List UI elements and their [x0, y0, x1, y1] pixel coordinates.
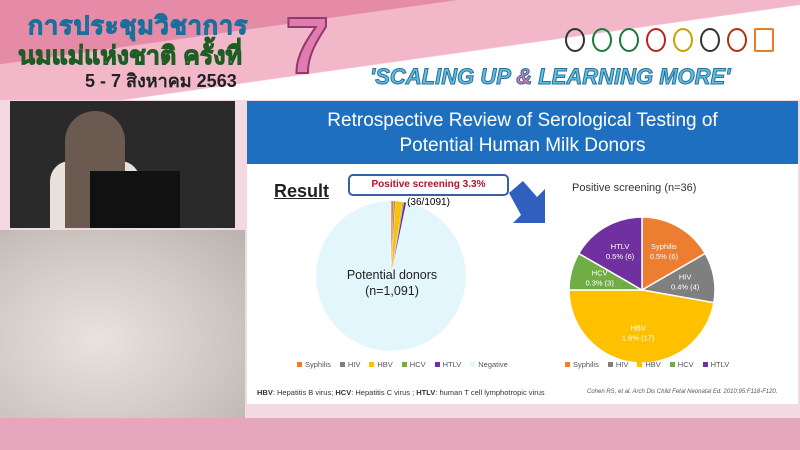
footnote: HBV: Hepatitis B virus; HCV: Hepatitis C… [257, 388, 545, 397]
logo [565, 28, 585, 52]
legend-item: HTLV [434, 360, 461, 369]
slogan-part: LEARNING MORE' [532, 64, 731, 90]
pie-slice-hbv [568, 289, 715, 364]
callout-bold: Positive screening 3.3% [371, 179, 486, 190]
slogan-ampersand: & [516, 64, 533, 90]
data-label: 1.6% (17) [622, 334, 655, 343]
right-legend: Syphilis HIV HBV HCV HTLV [565, 360, 729, 369]
data-label: HIV [679, 272, 692, 281]
legend-item: HBV [369, 360, 393, 369]
legend-item: HCV [669, 360, 694, 369]
edition-number: 7 [284, 0, 330, 91]
conference-banner: การประชุมวิชาการ นมแม่แห่งชาติ ครั้งที่ … [0, 0, 800, 100]
right-chart-title: Positive screening (n=36) [572, 182, 697, 194]
pie-slice-htlv [577, 216, 643, 292]
legend-item: HBV [637, 360, 661, 369]
legend-item: HIV [607, 360, 628, 369]
slogan: 'SCALING UP & LEARNING MORE' [369, 64, 731, 90]
footnote-abbr: HBV [257, 388, 273, 397]
data-label: HTLV [611, 242, 630, 251]
callout-count: (36/1091) [407, 197, 450, 208]
bottom-band [0, 418, 800, 450]
conference-title-line1: การประชุมวิชาการ [27, 12, 249, 41]
slide-title-line1: Retrospective Review of Serological Test… [327, 110, 718, 131]
left-legend: Syphilis HIV HBV HCV HTLV Negative [297, 360, 508, 369]
presentation-slide: Retrospective Review of Serological Test… [247, 101, 798, 404]
legend-item: HIV [339, 360, 360, 369]
speaker-video [10, 101, 235, 228]
legend-item: Syphilis [297, 360, 331, 369]
logo [673, 28, 693, 52]
logo [619, 28, 639, 52]
citation: Cohen RS, et al. Arch Dis Child Fetal Ne… [587, 389, 778, 395]
data-label: HBV [630, 324, 645, 333]
logo [592, 28, 612, 52]
data-label: 0.5% (6) [650, 252, 679, 261]
slide-title-line2: Potential Human Milk Donors [399, 135, 646, 156]
donors-line1: Potential donors [346, 268, 438, 282]
sponsor-logos [565, 28, 774, 52]
footnote-text: : Hepatitis B virus; [272, 388, 336, 397]
logo [700, 28, 720, 52]
pie-slice-syphilis [641, 216, 707, 292]
legend-item: HTLV [702, 360, 729, 369]
logo [727, 28, 747, 52]
footnote-abbr: HCV [335, 388, 352, 397]
donors-line2: (n=1,091) [365, 284, 419, 298]
conference-title-line2: นมแม่แห่งชาติ ครั้งที่ [18, 42, 243, 71]
legend-item: Negative [470, 360, 508, 369]
background-photo [0, 230, 245, 450]
arrow-icon [509, 181, 545, 223]
logo [646, 28, 666, 52]
positive-screening-callout: Positive screening 3.3% (36/1091) [348, 174, 509, 208]
data-label: 0.5% (6) [606, 252, 635, 261]
slide-title: Retrospective Review of Serological Test… [247, 101, 798, 164]
slogan-part: 'SCALING UP [369, 64, 517, 90]
data-label: 0.4% (4) [671, 282, 700, 291]
legend-item: HCV [401, 360, 426, 369]
conference-dates: 5 - 7 สิงหาคม 2563 [85, 71, 237, 91]
logo [754, 28, 774, 52]
donors-label: Potential donors (n=1,091) [327, 267, 457, 299]
footnote-text: : Hepatitis C virus ; [351, 388, 417, 397]
result-heading: Result [274, 181, 330, 201]
data-label: 0.3% (3) [586, 279, 615, 288]
footnote-text: : human T cell lymphotropic virus [435, 388, 545, 397]
footnote-abbr: HTLV [416, 388, 436, 397]
data-label: HCV [592, 269, 608, 278]
legend-item: Syphilis [565, 360, 599, 369]
data-label: Syphilis [651, 242, 677, 251]
pie-slice-negative [315, 200, 467, 352]
